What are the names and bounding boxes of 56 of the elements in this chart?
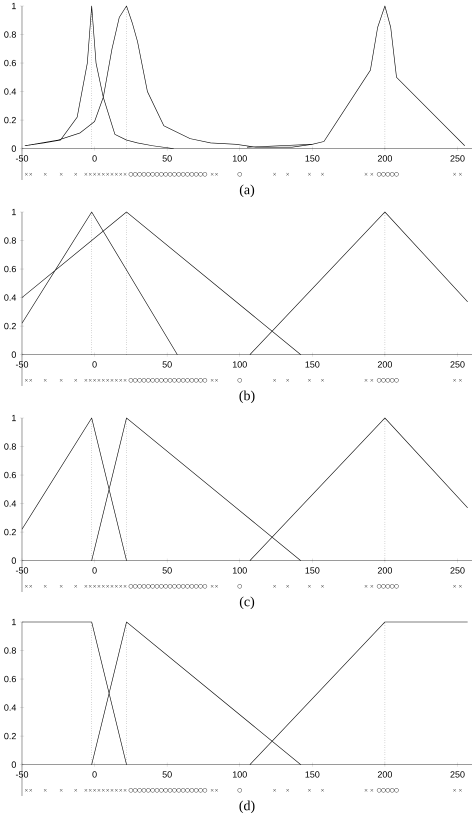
y-tick-label: 0 <box>12 351 16 358</box>
y-tick-label: 0.2 <box>4 322 16 330</box>
y-tick-label: 0 <box>12 761 16 768</box>
x-tick-label: 250 <box>450 361 465 368</box>
x-tick-label: 150 <box>306 567 320 574</box>
y-tick-label: 0.4 <box>4 704 16 711</box>
y-tick-label: 0.2 <box>4 116 16 124</box>
y-tick-label: 0.6 <box>4 676 16 682</box>
y-tick-label: 1 <box>12 414 16 422</box>
y-tick-label: 1 <box>12 2 16 10</box>
x-tick-label: 150 <box>306 155 320 162</box>
x-tick-label: 0 <box>92 567 97 574</box>
x-axis-title: (b) <box>239 390 255 404</box>
y-tick-label: 0.8 <box>4 31 16 38</box>
x-tick-label: 0 <box>92 771 97 778</box>
x-axis-title: (a) <box>240 184 254 198</box>
x-tick-label: 100 <box>232 771 247 778</box>
y-tick-label: 0.8 <box>4 237 16 244</box>
x-tick-label: 50 <box>162 361 172 368</box>
y-tick-label: 0.2 <box>4 732 16 740</box>
x-tick-label: 250 <box>450 567 465 574</box>
y-tick-label: 1 <box>12 618 16 626</box>
y-tick-label: 0 <box>12 557 16 564</box>
x-tick-label: 200 <box>378 361 392 368</box>
x-tick-label: -50 <box>16 567 28 574</box>
y-tick-label: 0.4 <box>4 88 16 95</box>
x-tick-label: 100 <box>232 155 247 162</box>
y-tick-label: 0.4 <box>4 294 16 301</box>
x-tick-label: 250 <box>450 771 465 778</box>
x-tick-label: 0 <box>92 155 97 162</box>
x-tick-label: 150 <box>306 361 320 368</box>
x-tick-label: -50 <box>16 771 28 778</box>
x-tick-label: 100 <box>232 567 247 574</box>
x-tick-label: 250 <box>450 155 465 162</box>
x-tick-label: -50 <box>16 361 28 368</box>
x-tick-label: 0 <box>92 361 97 368</box>
y-tick-label: 0.6 <box>4 472 16 478</box>
x-tick-label: 200 <box>378 155 392 162</box>
x-axis-title: (c) <box>240 596 254 610</box>
y-tick-label: 0.2 <box>4 528 16 536</box>
y-tick-label: 0.6 <box>4 60 16 66</box>
x-tick-label: 50 <box>162 771 172 778</box>
x-tick-label: 200 <box>378 771 392 778</box>
x-tick-label: 50 <box>162 567 172 574</box>
x-tick-label: 200 <box>378 567 392 574</box>
x-tick-label: 100 <box>232 361 247 368</box>
y-tick-label: 1 <box>12 208 16 216</box>
x-tick-label: 50 <box>162 155 172 162</box>
x-tick-label: 150 <box>306 771 320 778</box>
y-tick-label: 0 <box>12 145 16 152</box>
y-tick-label: 0.6 <box>4 266 16 272</box>
y-tick-label: 0.8 <box>4 647 16 654</box>
y-tick-label: 0.8 <box>4 443 16 450</box>
x-axis-title: (d) <box>239 800 255 814</box>
x-tick-label: -50 <box>16 155 28 162</box>
y-tick-label: 0.4 <box>4 500 16 507</box>
